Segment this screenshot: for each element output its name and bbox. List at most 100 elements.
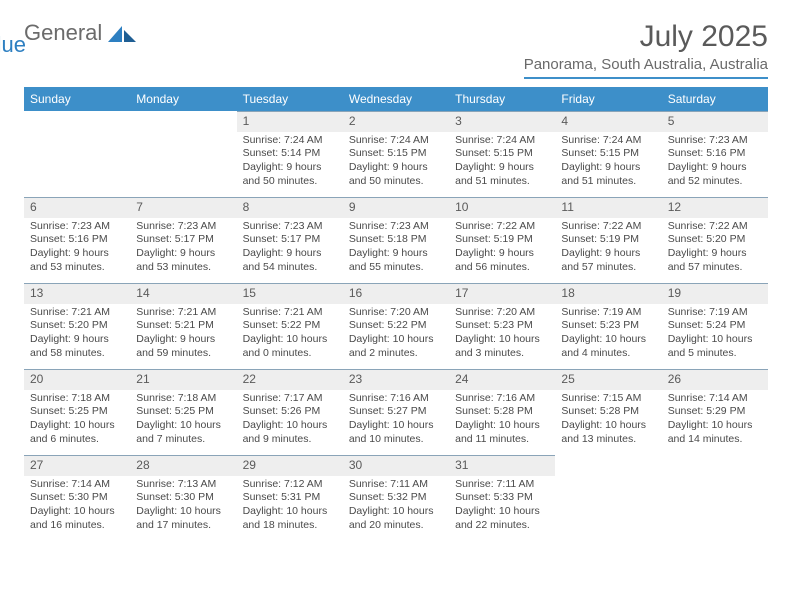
daylight-line: Daylight: 9 hours and 51 minutes. <box>455 161 549 188</box>
daylight-line: Daylight: 9 hours and 52 minutes. <box>668 161 762 188</box>
calendar-cell: 12Sunrise: 7:22 AMSunset: 5:20 PMDayligh… <box>662 197 768 283</box>
sunrise-line: Sunrise: 7:23 AM <box>349 220 443 234</box>
calendar-row: 27Sunrise: 7:14 AMSunset: 5:30 PMDayligh… <box>24 455 768 541</box>
sunset-line: Sunset: 5:33 PM <box>455 491 549 505</box>
daylight-line: Daylight: 9 hours and 50 minutes. <box>243 161 337 188</box>
sunrise-line: Sunrise: 7:13 AM <box>136 478 230 492</box>
calendar-cell: 10Sunrise: 7:22 AMSunset: 5:19 PMDayligh… <box>449 197 555 283</box>
day-number: 27 <box>24 455 130 476</box>
calendar-cell: 20Sunrise: 7:18 AMSunset: 5:25 PMDayligh… <box>24 369 130 455</box>
daylight-line: Daylight: 9 hours and 57 minutes. <box>561 247 655 274</box>
daylight-line: Daylight: 10 hours and 14 minutes. <box>668 419 762 446</box>
weekday-header: Monday <box>130 87 236 111</box>
sunrise-line: Sunrise: 7:15 AM <box>561 392 655 406</box>
calendar-cell: 15Sunrise: 7:21 AMSunset: 5:22 PMDayligh… <box>237 283 343 369</box>
brand-logo: General Blue <box>24 20 136 46</box>
daylight-line: Daylight: 9 hours and 53 minutes. <box>136 247 230 274</box>
day-number: 30 <box>343 455 449 476</box>
daylight-line: Daylight: 10 hours and 11 minutes. <box>455 419 549 446</box>
day-number: 10 <box>449 197 555 218</box>
day-number: 24 <box>449 369 555 390</box>
sunset-line: Sunset: 5:25 PM <box>30 405 124 419</box>
calendar-cell <box>555 455 661 541</box>
calendar-cell: 9Sunrise: 7:23 AMSunset: 5:18 PMDaylight… <box>343 197 449 283</box>
daylight-line: Daylight: 10 hours and 2 minutes. <box>349 333 443 360</box>
sunset-line: Sunset: 5:15 PM <box>455 147 549 161</box>
calendar-cell: 25Sunrise: 7:15 AMSunset: 5:28 PMDayligh… <box>555 369 661 455</box>
logo-sail-icon <box>108 24 136 42</box>
daylight-line: Daylight: 10 hours and 4 minutes. <box>561 333 655 360</box>
sunset-line: Sunset: 5:17 PM <box>243 233 337 247</box>
calendar-cell: 30Sunrise: 7:11 AMSunset: 5:32 PMDayligh… <box>343 455 449 541</box>
brand-part2: Blue <box>0 32 26 58</box>
calendar-cell: 31Sunrise: 7:11 AMSunset: 5:33 PMDayligh… <box>449 455 555 541</box>
sunset-line: Sunset: 5:22 PM <box>243 319 337 333</box>
calendar-cell: 2Sunrise: 7:24 AMSunset: 5:15 PMDaylight… <box>343 111 449 197</box>
daylight-line: Daylight: 9 hours and 51 minutes. <box>561 161 655 188</box>
month-title: July 2025 <box>524 20 768 54</box>
day-number: 12 <box>662 197 768 218</box>
day-number: 9 <box>343 197 449 218</box>
calendar-cell: 5Sunrise: 7:23 AMSunset: 5:16 PMDaylight… <box>662 111 768 197</box>
daylight-line: Daylight: 9 hours and 58 minutes. <box>30 333 124 360</box>
weekday-header: Tuesday <box>237 87 343 111</box>
day-body: Sunrise: 7:24 AMSunset: 5:14 PMDaylight:… <box>237 132 343 193</box>
day-body: Sunrise: 7:15 AMSunset: 5:28 PMDaylight:… <box>555 390 661 451</box>
day-number: 23 <box>343 369 449 390</box>
day-body: Sunrise: 7:11 AMSunset: 5:32 PMDaylight:… <box>343 476 449 537</box>
calendar-cell: 6Sunrise: 7:23 AMSunset: 5:16 PMDaylight… <box>24 197 130 283</box>
day-body: Sunrise: 7:14 AMSunset: 5:30 PMDaylight:… <box>24 476 130 537</box>
sunrise-line: Sunrise: 7:20 AM <box>349 306 443 320</box>
sunset-line: Sunset: 5:20 PM <box>668 233 762 247</box>
calendar-cell: 1Sunrise: 7:24 AMSunset: 5:14 PMDaylight… <box>237 111 343 197</box>
daylight-line: Daylight: 10 hours and 9 minutes. <box>243 419 337 446</box>
sunrise-line: Sunrise: 7:24 AM <box>243 134 337 148</box>
sunrise-line: Sunrise: 7:23 AM <box>243 220 337 234</box>
daylight-line: Daylight: 10 hours and 6 minutes. <box>30 419 124 446</box>
day-number: 8 <box>237 197 343 218</box>
calendar-row: 1Sunrise: 7:24 AMSunset: 5:14 PMDaylight… <box>24 111 768 197</box>
sunset-line: Sunset: 5:14 PM <box>243 147 337 161</box>
sunrise-line: Sunrise: 7:18 AM <box>30 392 124 406</box>
daylight-line: Daylight: 10 hours and 13 minutes. <box>561 419 655 446</box>
day-body: Sunrise: 7:19 AMSunset: 5:24 PMDaylight:… <box>662 304 768 365</box>
day-body: Sunrise: 7:17 AMSunset: 5:26 PMDaylight:… <box>237 390 343 451</box>
sunset-line: Sunset: 5:30 PM <box>30 491 124 505</box>
day-body: Sunrise: 7:16 AMSunset: 5:28 PMDaylight:… <box>449 390 555 451</box>
day-body: Sunrise: 7:24 AMSunset: 5:15 PMDaylight:… <box>343 132 449 193</box>
day-body: Sunrise: 7:22 AMSunset: 5:20 PMDaylight:… <box>662 218 768 279</box>
calendar-table: SundayMondayTuesdayWednesdayThursdayFrid… <box>24 87 768 541</box>
sunset-line: Sunset: 5:19 PM <box>561 233 655 247</box>
calendar-cell <box>130 111 236 197</box>
weekday-header: Saturday <box>662 87 768 111</box>
daylight-line: Daylight: 9 hours and 54 minutes. <box>243 247 337 274</box>
sunset-line: Sunset: 5:28 PM <box>561 405 655 419</box>
day-number: 5 <box>662 111 768 132</box>
day-number: 11 <box>555 197 661 218</box>
day-body: Sunrise: 7:24 AMSunset: 5:15 PMDaylight:… <box>449 132 555 193</box>
daylight-line: Daylight: 10 hours and 3 minutes. <box>455 333 549 360</box>
sunset-line: Sunset: 5:28 PM <box>455 405 549 419</box>
sunset-line: Sunset: 5:18 PM <box>349 233 443 247</box>
day-body: Sunrise: 7:19 AMSunset: 5:23 PMDaylight:… <box>555 304 661 365</box>
calendar-cell: 18Sunrise: 7:19 AMSunset: 5:23 PMDayligh… <box>555 283 661 369</box>
daylight-line: Daylight: 10 hours and 22 minutes. <box>455 505 549 532</box>
daylight-line: Daylight: 9 hours and 50 minutes. <box>349 161 443 188</box>
calendar-cell: 7Sunrise: 7:23 AMSunset: 5:17 PMDaylight… <box>130 197 236 283</box>
day-number: 14 <box>130 283 236 304</box>
sunset-line: Sunset: 5:16 PM <box>668 147 762 161</box>
calendar-cell: 21Sunrise: 7:18 AMSunset: 5:25 PMDayligh… <box>130 369 236 455</box>
daylight-line: Daylight: 9 hours and 59 minutes. <box>136 333 230 360</box>
day-body: Sunrise: 7:18 AMSunset: 5:25 PMDaylight:… <box>24 390 130 451</box>
daylight-line: Daylight: 10 hours and 17 minutes. <box>136 505 230 532</box>
calendar-cell: 17Sunrise: 7:20 AMSunset: 5:23 PMDayligh… <box>449 283 555 369</box>
daylight-line: Daylight: 10 hours and 20 minutes. <box>349 505 443 532</box>
day-body: Sunrise: 7:21 AMSunset: 5:21 PMDaylight:… <box>130 304 236 365</box>
calendar-cell: 19Sunrise: 7:19 AMSunset: 5:24 PMDayligh… <box>662 283 768 369</box>
day-number: 6 <box>24 197 130 218</box>
weekday-header: Friday <box>555 87 661 111</box>
sunrise-line: Sunrise: 7:21 AM <box>30 306 124 320</box>
calendar-cell <box>662 455 768 541</box>
day-number: 2 <box>343 111 449 132</box>
calendar-row: 20Sunrise: 7:18 AMSunset: 5:25 PMDayligh… <box>24 369 768 455</box>
